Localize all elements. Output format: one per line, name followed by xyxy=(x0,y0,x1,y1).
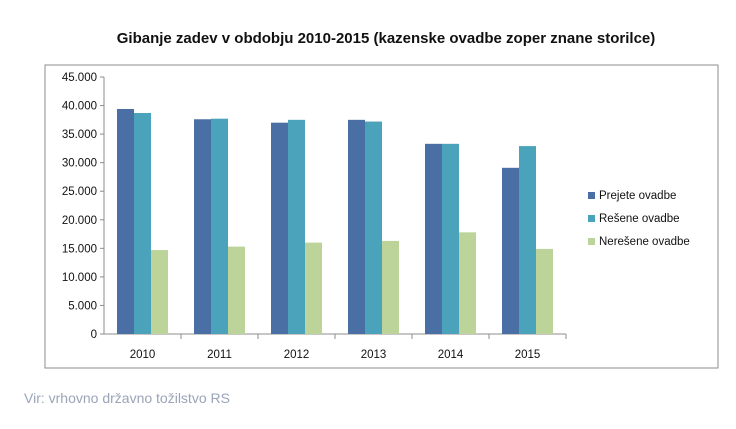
y-tick-label: 40.000 xyxy=(62,101,97,113)
y-tick-label: 25.000 xyxy=(62,186,97,198)
bar-2015-1 xyxy=(502,167,519,334)
bar-2015-3 xyxy=(536,248,553,334)
y-tick-label: 45.000 xyxy=(62,72,97,84)
x-tick-label: 2010 xyxy=(130,349,156,361)
y-tick-label: 15.000 xyxy=(62,243,97,255)
bar-2012-1 xyxy=(271,122,288,334)
y-tick-label: 5.000 xyxy=(68,300,97,312)
chart-title: Gibanje zadev v obdobju 2010-2015 (kazen… xyxy=(117,30,656,47)
bar-2013-3 xyxy=(382,240,399,334)
bar-2014-3 xyxy=(459,232,476,334)
legend-label-2: Rešene ovadbe xyxy=(599,213,680,225)
legend: Prejete ovadbe Rešene ovadbe Nerešene ovad… xyxy=(588,190,690,248)
y-tick-label: 10.000 xyxy=(62,272,97,284)
y-tick-label: 0 xyxy=(91,329,97,341)
y-tick-label: 20.000 xyxy=(62,215,97,227)
bar-2014-1 xyxy=(425,143,442,334)
y-tick-label: 30.000 xyxy=(62,158,97,170)
legend-label-1: Prejete ovadbe xyxy=(599,190,676,202)
bar-2014-2 xyxy=(442,143,459,334)
bar-2012-2 xyxy=(288,119,305,334)
x-tick-label: 2011 xyxy=(207,349,232,361)
legend-swatch-2 xyxy=(588,215,595,222)
legend-swatch-1 xyxy=(588,192,595,199)
x-tick-label: 2015 xyxy=(515,349,541,361)
bar-2012-3 xyxy=(305,242,322,334)
x-tick-label: 2012 xyxy=(284,349,310,361)
plot-area: 0 5.000 10.000 15.000 20.000 25.000 30.000 35.0… xyxy=(62,72,567,361)
x-tick-label: 2013 xyxy=(361,349,387,361)
bar-2010-3 xyxy=(151,250,168,334)
bar-2015-2 xyxy=(519,146,536,334)
source-note: Vir: vrhovno državno tožilstvo RS xyxy=(24,390,230,406)
legend-label-3: Nerešene ovadbe xyxy=(599,236,690,248)
bar-2010-1 xyxy=(117,108,134,334)
bar-2011-2 xyxy=(211,118,228,335)
bar-2011-1 xyxy=(194,119,211,334)
bar-2013-1 xyxy=(348,119,365,334)
legend-swatch-3 xyxy=(588,238,595,245)
y-tick-label: 35.000 xyxy=(62,129,97,141)
bar-2011-3 xyxy=(228,246,245,334)
bar-2013-2 xyxy=(365,121,382,335)
x-tick-label: 2014 xyxy=(438,349,464,361)
bar-2010-2 xyxy=(134,112,151,334)
